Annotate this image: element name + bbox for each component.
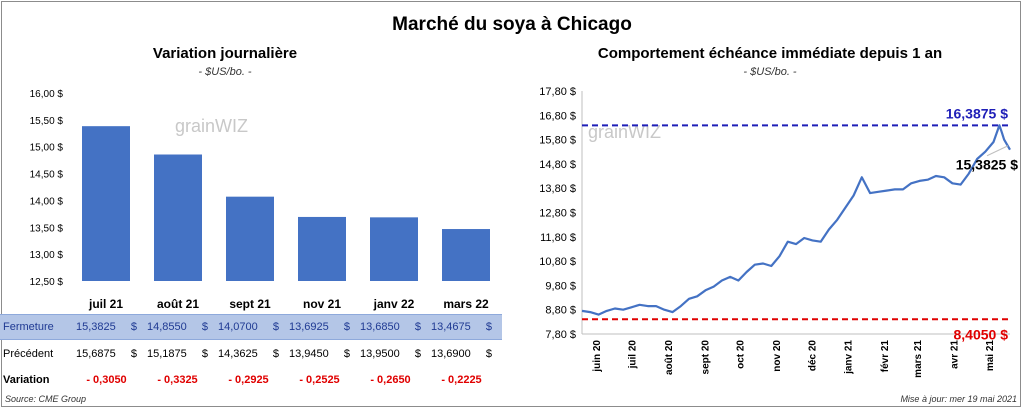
table-cell: 13,6850 $ [360, 321, 421, 333]
table-cell: 15,1875 $ [147, 348, 208, 360]
table-cell: 13,9500 $ [360, 348, 421, 360]
series-line [581, 124, 1011, 316]
bar [442, 229, 490, 281]
bar [298, 216, 346, 281]
table-cell: 14,8550 $ [147, 321, 208, 333]
bar [226, 196, 274, 281]
table-cell: 14,0700 $ [218, 321, 279, 333]
y-tick-label: 12,80 $ [539, 208, 576, 220]
x-tick-label: sept 21 [229, 297, 271, 311]
y-tick-label: 11,80 $ [540, 232, 576, 244]
y-tick-label: 15,00 $ [30, 143, 64, 154]
table-cell: 13,6900 $ [431, 348, 492, 360]
line-chart-unit: - $US/bo. - [743, 66, 797, 78]
table-cell: 15,3825 $ [76, 321, 137, 333]
last-value-label: 15,3825 $ [956, 157, 1018, 173]
x-tick-label: mai 21 [985, 340, 996, 372]
high-value-label: 16,3875 $ [946, 105, 1008, 121]
y-tick-label: 7,80 $ [545, 329, 576, 341]
y-tick-label: 13,80 $ [539, 183, 576, 195]
watermark: grainWIZ [588, 122, 661, 142]
y-tick-label: 14,80 $ [539, 159, 576, 171]
low-value-label: 8,4050 $ [954, 326, 1009, 342]
x-tick-label: févr 21 [880, 340, 891, 373]
y-tick-label: 15,80 $ [539, 135, 576, 147]
y-tick-label: 12,50 $ [30, 277, 64, 288]
table-cell: - 0,2925 [228, 374, 269, 386]
main-title: Marché du soya à Chicago [392, 14, 632, 35]
table-cell: - 0,2650 [370, 374, 411, 386]
row-label: Fermeture [3, 321, 54, 333]
x-tick-label: avr 21 [950, 340, 961, 369]
table-cell: 13,4675 $ [431, 321, 492, 333]
watermark: grainWIZ [175, 116, 248, 136]
x-tick-label: juin 20 [592, 340, 603, 373]
row-label: Variation [3, 374, 50, 386]
table-cell: - 0,2525 [299, 374, 340, 386]
x-tick-label: janv 21 [844, 340, 855, 375]
table-cell: 13,9450 $ [289, 348, 350, 360]
source-note: Source: CME Group [5, 394, 87, 404]
x-tick-label: déc 20 [807, 340, 818, 372]
row-label: Précédent [3, 348, 54, 360]
update-note: Mise à jour: mer 19 mai 2021 [900, 394, 1017, 404]
y-tick-label: 8,80 $ [545, 305, 576, 317]
y-tick-label: 13,50 $ [30, 223, 64, 234]
x-tick-label: juil 21 [88, 297, 123, 311]
table-cell: 14,3625 $ [218, 348, 279, 360]
y-tick-label: 16,80 $ [539, 110, 576, 122]
line-chart-title: Comportement échéance immédiate depuis 1… [597, 45, 943, 62]
x-tick-label: juil 20 [627, 340, 638, 370]
x-tick-label: janv 22 [373, 297, 415, 311]
table-row-precedent: Précédent 15,6875 $ 15,1875 $ 14,3625 $ 13,… [0, 342, 502, 366]
table-cell: - 0,2225 [441, 374, 482, 386]
bar [370, 217, 418, 281]
table-cell: - 0,3050 [86, 374, 127, 386]
x-tick-label: mars 22 [443, 297, 489, 311]
last-value-leader [986, 145, 1009, 157]
x-tick-label: nov 21 [303, 297, 341, 311]
table-cell: - 0,3325 [157, 374, 198, 386]
bar [154, 154, 202, 281]
table-cell: 13,6925 $ [289, 321, 350, 333]
bar [82, 126, 130, 281]
x-tick-label: août 21 [157, 297, 199, 311]
y-tick-label: 16,00 $ [30, 89, 64, 100]
y-tick-label: 17,80 $ [539, 86, 576, 98]
x-tick-label: août 20 [664, 340, 675, 375]
bar-chart: grainWIZ 12,50 $ 13,00 $ 13,50 $ 14,00 $ 14,5… [30, 89, 490, 311]
x-tick-label: nov 20 [772, 340, 783, 372]
line-chart: grainWIZ 7,80 $ 8,80 $ 9,80 $ 10,80 $ 11,80 $… [539, 86, 1018, 378]
bar-chart-title: Variation journalière [152, 45, 298, 62]
y-tick-label: 14,50 $ [30, 170, 64, 181]
y-tick-label: 14,00 $ [30, 196, 64, 207]
y-tick-label: 15,50 $ [30, 116, 64, 127]
y-tick-label: 13,00 $ [30, 250, 64, 261]
x-tick-label: mars 21 [913, 340, 924, 378]
y-tick-label: 10,80 $ [539, 256, 576, 268]
table-cell: 15,6875 $ [76, 348, 137, 360]
y-tick-label: 9,80 $ [545, 280, 576, 292]
x-tick-label: sept 20 [700, 340, 711, 375]
table-row-fermeture: Fermeture 15,3825 $ 14,8550 $ 14,0700 $ 13,… [0, 314, 502, 340]
table-row-variation: Variation - 0,3050 - 0,3325 - 0,2925 - 0… [0, 368, 502, 392]
bar-chart-unit: - $US/bo. - [198, 66, 252, 78]
x-tick-label: oct 20 [736, 340, 747, 369]
